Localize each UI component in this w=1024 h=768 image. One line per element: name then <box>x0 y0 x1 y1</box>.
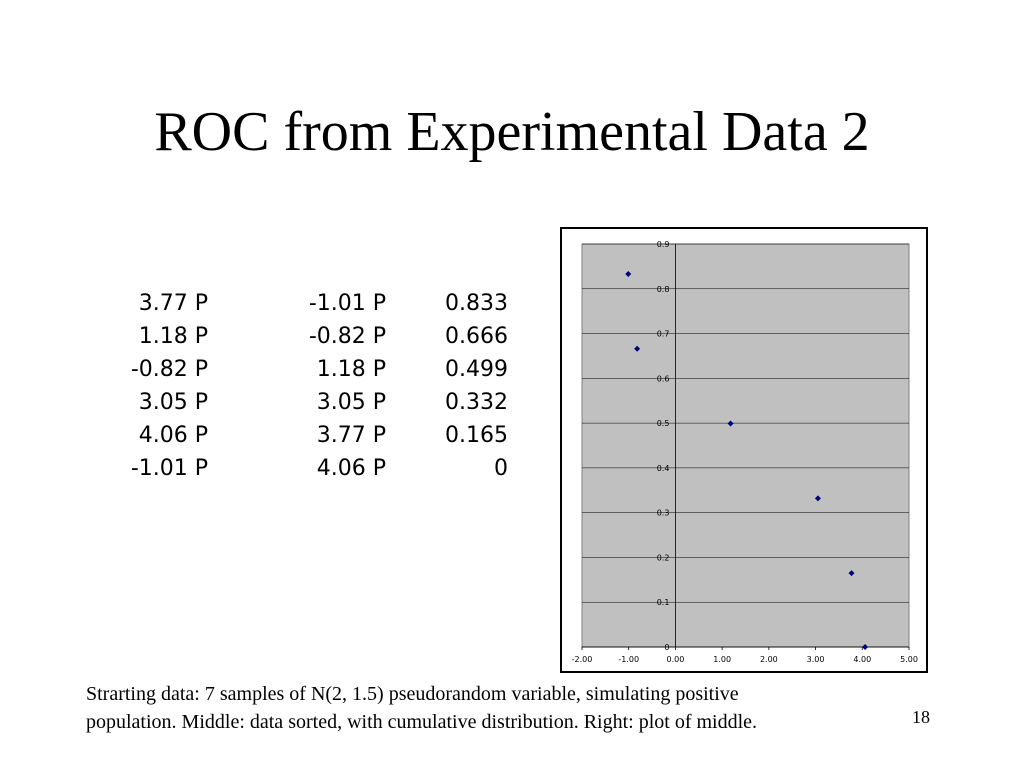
table-cell-original: -0.82 P <box>130 357 208 382</box>
table-row: -1.01 P 4.06 P 0 <box>100 452 508 485</box>
table-row: 4.06 P 3.77 P 0.165 <box>100 419 508 452</box>
y-tick-label: 0.2 <box>657 553 670 562</box>
chart-frame: 0 0.1 0.2 0.3 0.4 0.5 0.6 0.7 0.8 0.9 -2.00 -1.00 0.… <box>560 227 928 673</box>
table-cell-cumulative: 0.165 <box>445 423 508 448</box>
x-tick-label: 4.00 <box>853 655 871 664</box>
y-tick-label: 0.7 <box>657 330 670 339</box>
table-cell-original: -1.01 P <box>130 456 208 481</box>
data-table: 3.77 P -1.01 P 0.833 1.18 P -0.82 P 0.66… <box>100 287 508 485</box>
y-tick-label: 0.3 <box>657 509 670 518</box>
x-tick-label: 0.00 <box>667 655 685 664</box>
y-tick-label: 0.9 <box>657 240 670 249</box>
table-cell-original: 4.06 P <box>138 423 208 448</box>
table-cell-sorted: 4.06 P <box>316 456 386 481</box>
x-tick-label: 1.00 <box>713 655 731 664</box>
scatter-chart: 0 0.1 0.2 0.3 0.4 0.5 0.6 0.7 0.8 0.9 -2.00 -1.00 0.… <box>572 240 918 664</box>
table-cell-sorted: 3.77 P <box>316 423 386 448</box>
table-cell-sorted: -1.01 P <box>308 291 386 316</box>
caption: Strarting data: 7 samples of N(2, 1.5) p… <box>86 680 966 736</box>
caption-line-2: population. Middle: data sorted, with cu… <box>86 711 758 733</box>
table-cell-original: 3.77 P <box>138 291 208 316</box>
caption-line-1: Strarting data: 7 samples of N(2, 1.5) p… <box>86 683 739 705</box>
y-tick-label: 0.1 <box>657 598 670 607</box>
table-cell-sorted: 1.18 P <box>316 357 386 382</box>
data-point <box>862 644 869 650</box>
data-point <box>634 345 641 352</box>
table-cell-cumulative: 0.332 <box>445 390 508 415</box>
y-tick-label: 0 <box>664 643 669 652</box>
table-row: 3.77 P -1.01 P 0.833 <box>100 287 508 320</box>
data-point <box>727 420 734 427</box>
x-tick-label: 2.00 <box>760 655 778 664</box>
y-tick-label: 0.4 <box>657 464 670 473</box>
y-tick-label: 0.5 <box>657 419 670 428</box>
slide-title: ROC from Experimental Data 2 <box>154 101 870 163</box>
table-cell-cumulative: 0.666 <box>445 324 508 349</box>
table-cell-original: 1.18 P <box>138 324 208 349</box>
table-row: -0.82 P 1.18 P 0.499 <box>100 353 508 386</box>
slide-number: 18 <box>912 707 930 727</box>
data-point <box>848 570 855 577</box>
y-tick-label: 0.6 <box>657 374 670 383</box>
table-cell-original: 3.05 P <box>138 390 208 415</box>
table-cell-cumulative: 0.499 <box>445 357 508 382</box>
data-point <box>814 495 821 502</box>
table-row: 3.05 P 3.05 P 0.332 <box>100 386 508 419</box>
table-cell-sorted: -0.82 P <box>308 324 386 349</box>
data-point <box>625 271 632 278</box>
table-cell-cumulative: 0.833 <box>445 291 508 316</box>
table-cell-cumulative: 0 <box>494 456 508 481</box>
plot-area <box>581 243 910 648</box>
x-tick-label: -2.00 <box>572 655 593 664</box>
table-cell-sorted: 3.05 P <box>316 390 386 415</box>
table-row: 1.18 P -0.82 P 0.666 <box>100 320 508 353</box>
x-tick-label: 3.00 <box>807 655 825 664</box>
x-tick-label: 5.00 <box>900 655 918 664</box>
y-tick-label: 0.8 <box>657 285 670 294</box>
x-tick-label: -1.00 <box>618 655 639 664</box>
